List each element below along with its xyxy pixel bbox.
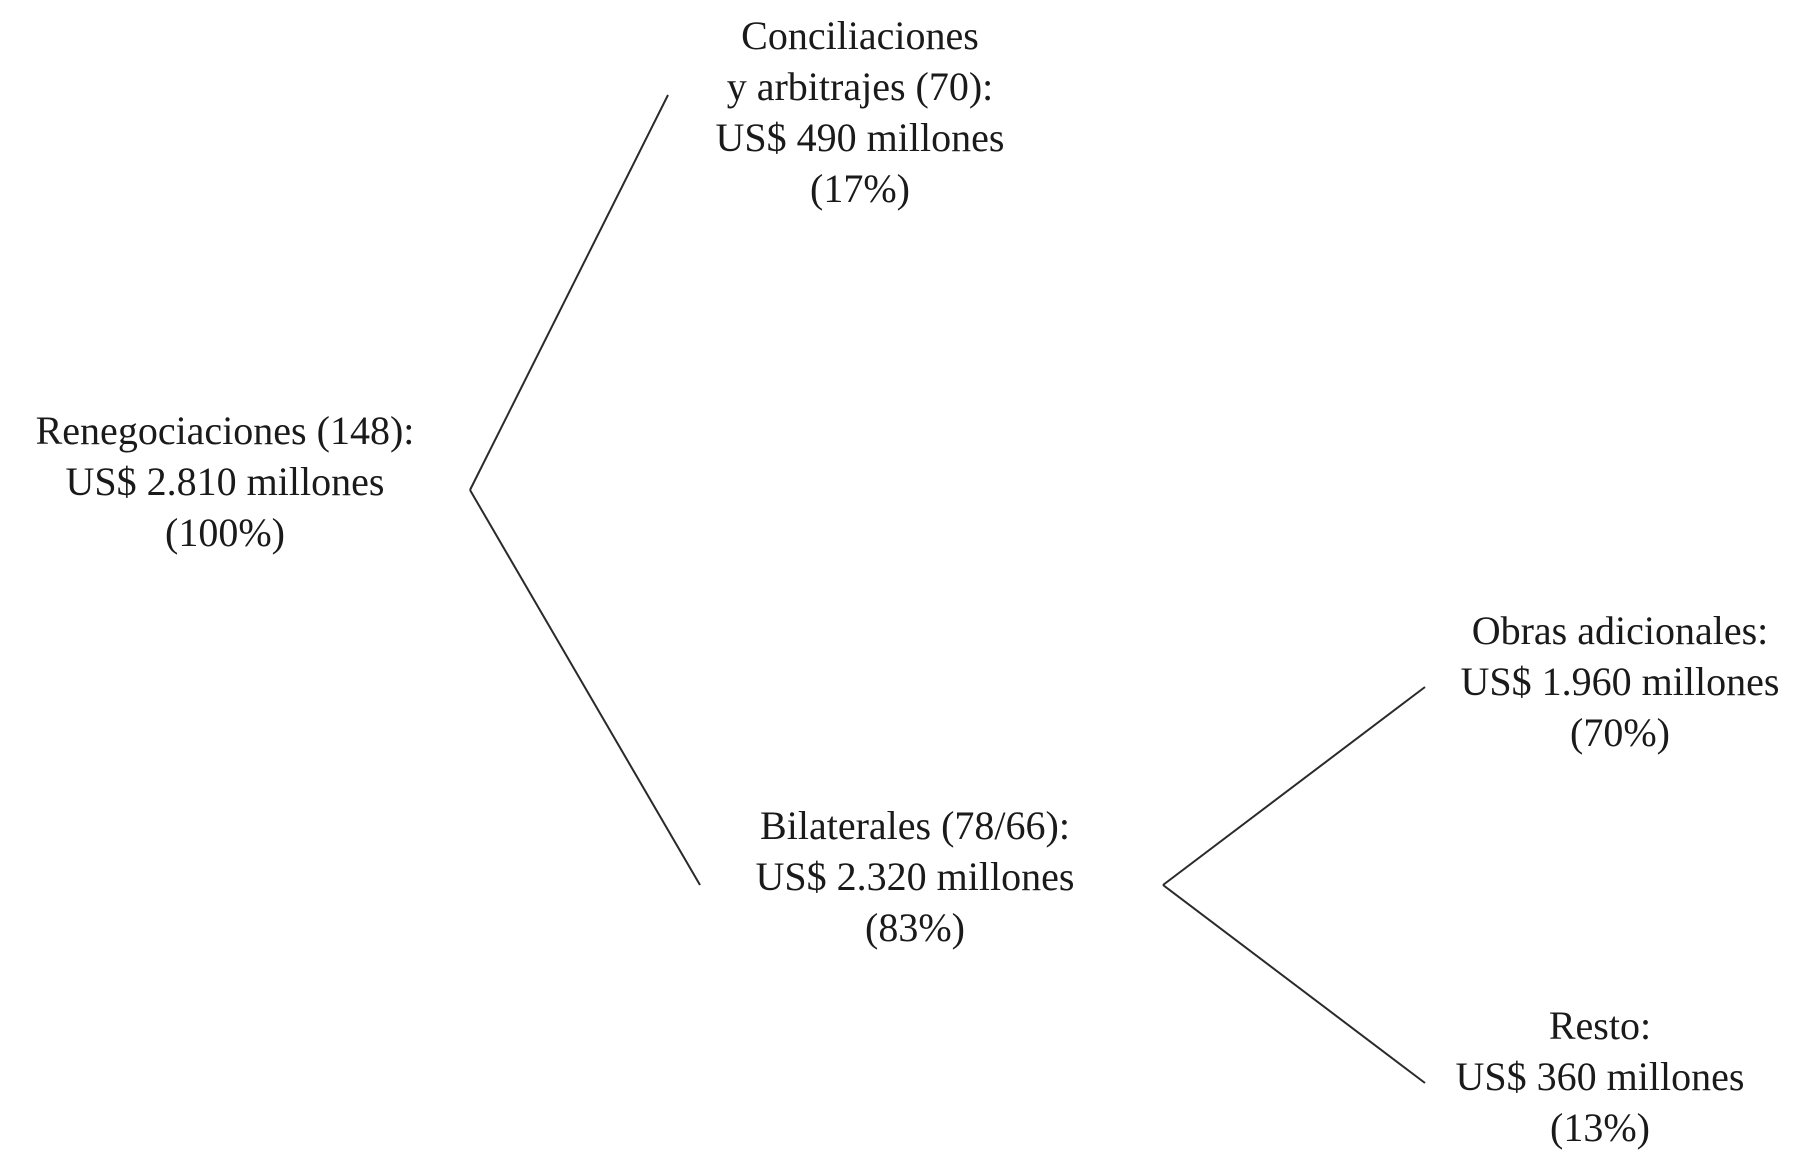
node-bilaterales: Bilaterales (78/66): US$ 2.320 millones … <box>700 800 1130 953</box>
node-line: (100%) <box>165 510 285 555</box>
node-line: US$ 490 millones <box>715 115 1005 160</box>
node-line: (83%) <box>865 905 965 950</box>
edge-root-bilaterales <box>469 489 701 886</box>
node-line: US$ 2.320 millones <box>755 854 1075 899</box>
node-resto: Resto: US$ 360 millones (13%) <box>1430 1000 1770 1153</box>
node-line: Renegociaciones (148): <box>35 408 415 453</box>
node-renegociaciones: Renegociaciones (148): US$ 2.810 millone… <box>0 405 450 558</box>
node-line: Conciliaciones <box>741 13 979 58</box>
node-line: (13%) <box>1550 1105 1650 1150</box>
node-conciliaciones: Conciliaciones y arbitrajes (70): US$ 49… <box>660 10 1060 214</box>
edge-bilaterales-obras <box>1162 686 1426 886</box>
edge-root-conciliaciones <box>469 94 669 491</box>
node-line: US$ 360 millones <box>1455 1054 1745 1099</box>
node-line: y arbitrajes (70): <box>726 64 994 109</box>
edge-bilaterales-resto <box>1162 884 1426 1084</box>
node-line: (17%) <box>810 166 910 211</box>
node-line: US$ 1.960 millones <box>1460 659 1780 704</box>
node-line: (70%) <box>1570 710 1670 755</box>
node-obras-adicionales: Obras adicionales: US$ 1.960 millones (7… <box>1430 605 1801 758</box>
node-line: Obras adicionales: <box>1471 608 1769 653</box>
node-line: US$ 2.810 millones <box>65 459 385 504</box>
node-line: Resto: <box>1548 1003 1652 1048</box>
node-line: Bilaterales (78/66): <box>760 803 1070 848</box>
